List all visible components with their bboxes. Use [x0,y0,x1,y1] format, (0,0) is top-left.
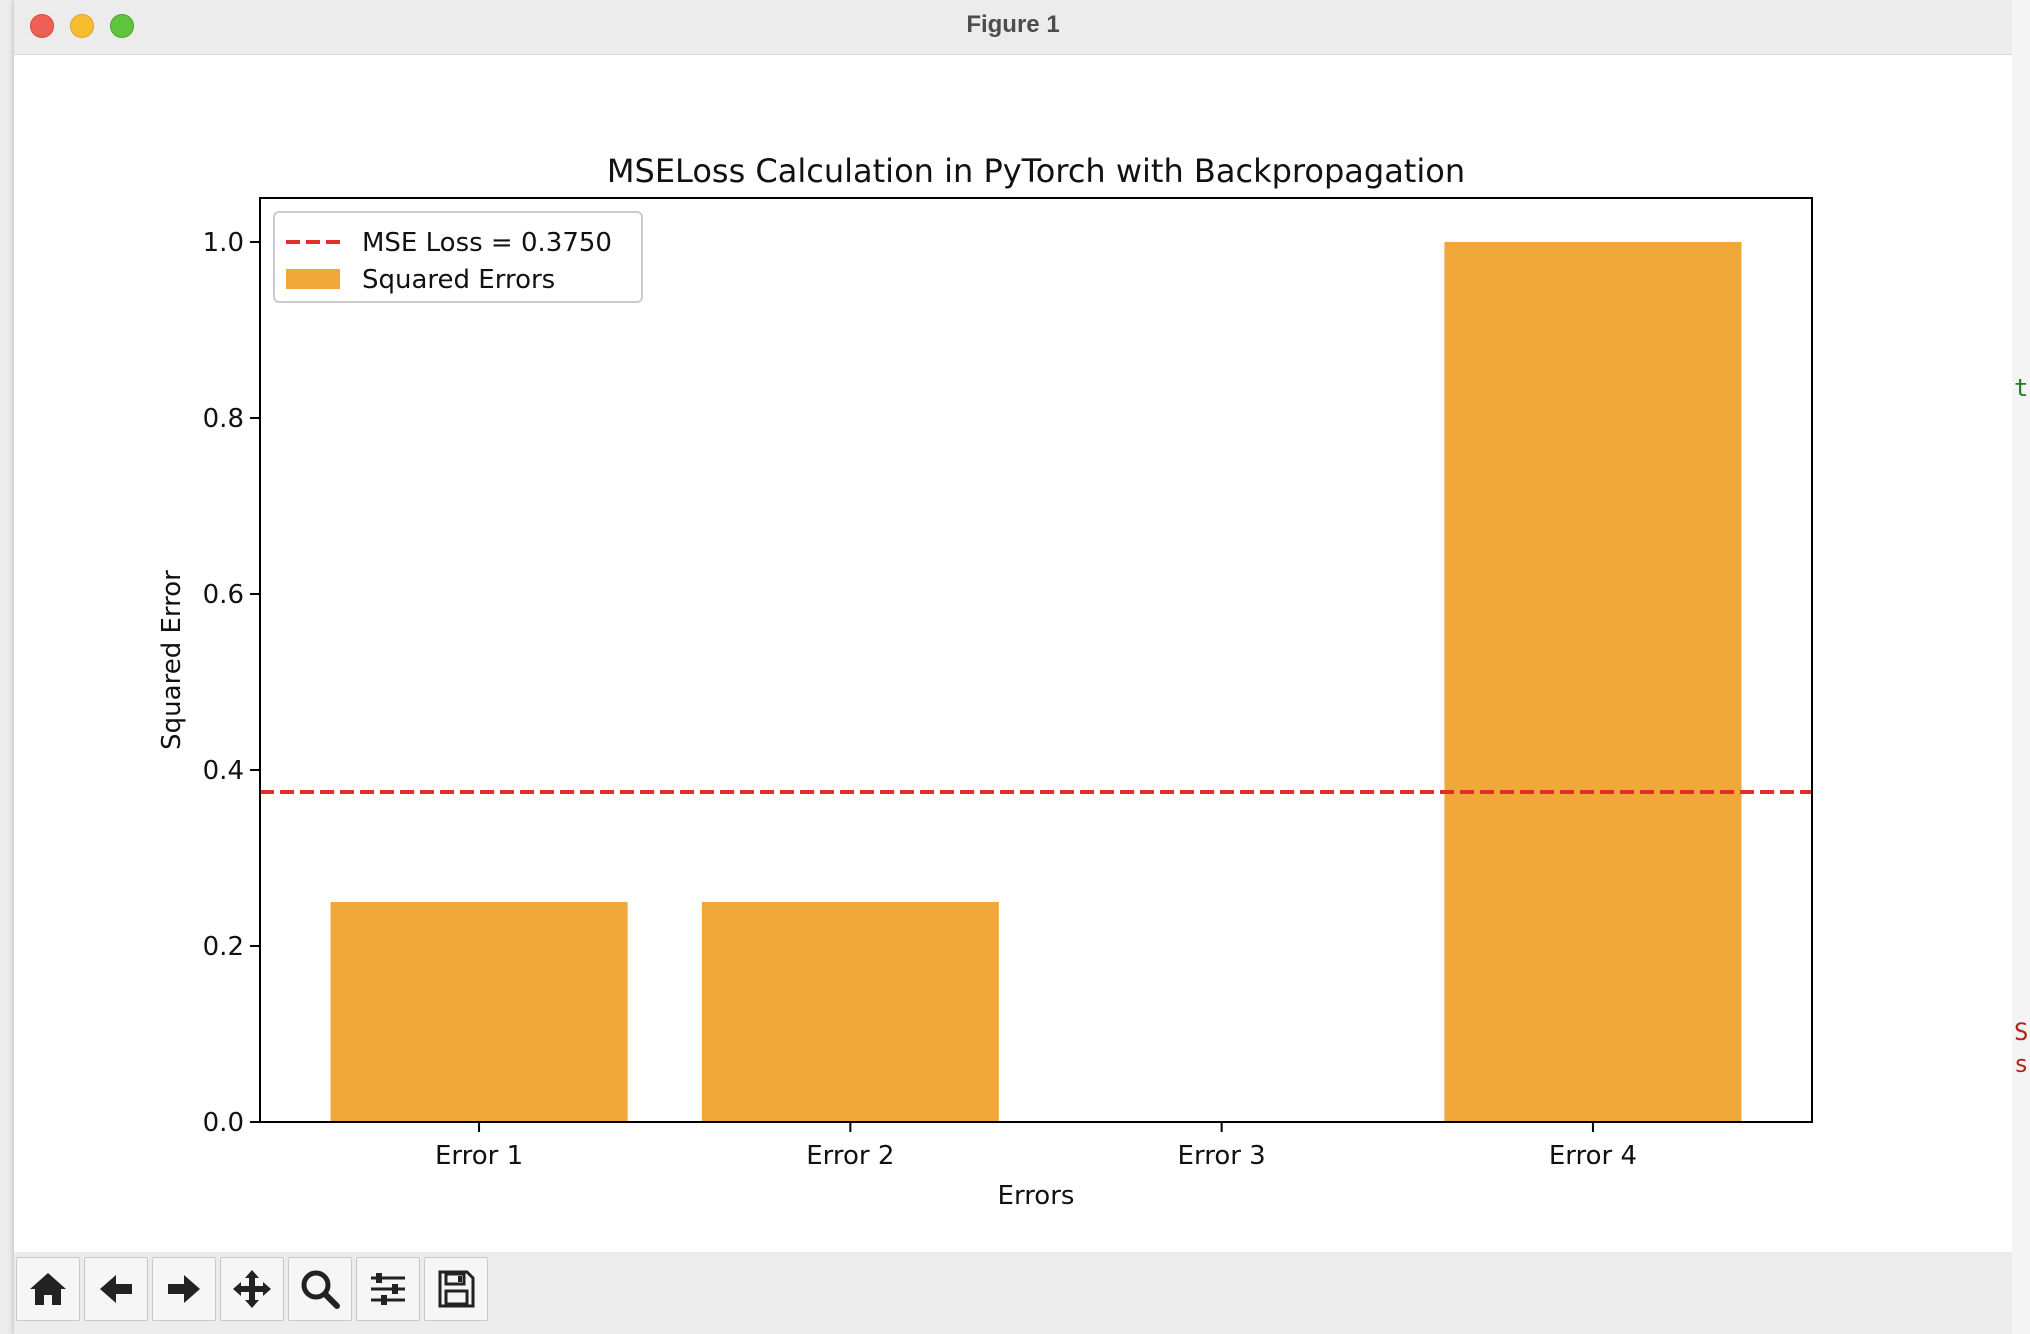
x-tick-label: Error 3 [1178,1141,1266,1171]
y-tick-label: 0.8 [203,404,244,434]
bar [1444,242,1742,1122]
home-icon [30,1273,66,1305]
back-button[interactable] [84,1257,148,1321]
background-editor-strip: t S s [2012,0,2030,1334]
y-tick-label: 0.0 [203,1108,244,1138]
arrow-right-icon [168,1275,200,1303]
home-button[interactable] [16,1257,80,1321]
bar-chart: MSELoss Calculation in PyTorch with Back… [157,152,1813,1211]
plot-canvas: MSELoss Calculation in PyTorch with Back… [14,55,2012,1251]
chart-title: MSELoss Calculation in PyTorch with Back… [607,152,1465,190]
y-tick-label: 0.2 [203,932,244,962]
x-tick-label: Error 4 [1549,1141,1637,1171]
navigation-toolbar [14,1252,2012,1334]
minimize-window-button[interactable] [70,14,94,38]
sliders-icon [371,1273,405,1305]
y-tick-label: 0.6 [203,580,244,610]
background-text: S [2014,1018,2029,1046]
legend-box [273,211,643,303]
legend-bar-swatch [286,269,340,289]
x-axis-label: Errors [998,1181,1075,1211]
configure-subplots-button[interactable] [356,1257,420,1321]
zoom-button[interactable] [288,1257,352,1321]
bar [701,902,999,1122]
move-icon [233,1270,271,1308]
window-title: Figure 1 [966,11,1060,38]
legend-label: Squared Errors [362,265,555,295]
close-window-button[interactable] [30,14,54,38]
background-text: s [2014,1050,2029,1078]
title-bar: Figure 1 [14,0,2012,55]
axes-frame [259,197,1813,1123]
y-tick-label: 1.0 [203,228,244,258]
background-text: t [2014,374,2029,402]
forward-button[interactable] [152,1257,216,1321]
y-axis-label: Squared Error [157,570,187,750]
legend-label: MSE Loss = 0.3750 [362,228,612,258]
bar [330,902,628,1122]
figure-window: Figure 1 MSELoss Calculation in PyTorch … [14,0,2012,1334]
magnifier-icon [301,1270,340,1309]
arrow-left-icon [100,1275,132,1303]
zoom-window-button[interactable] [110,14,134,38]
y-tick-label: 0.4 [203,756,244,786]
save-button[interactable] [424,1257,488,1321]
save-icon [438,1270,475,1308]
pan-button[interactable] [220,1257,284,1321]
x-tick-label: Error 2 [806,1141,894,1171]
x-tick-label: Error 1 [435,1141,523,1171]
